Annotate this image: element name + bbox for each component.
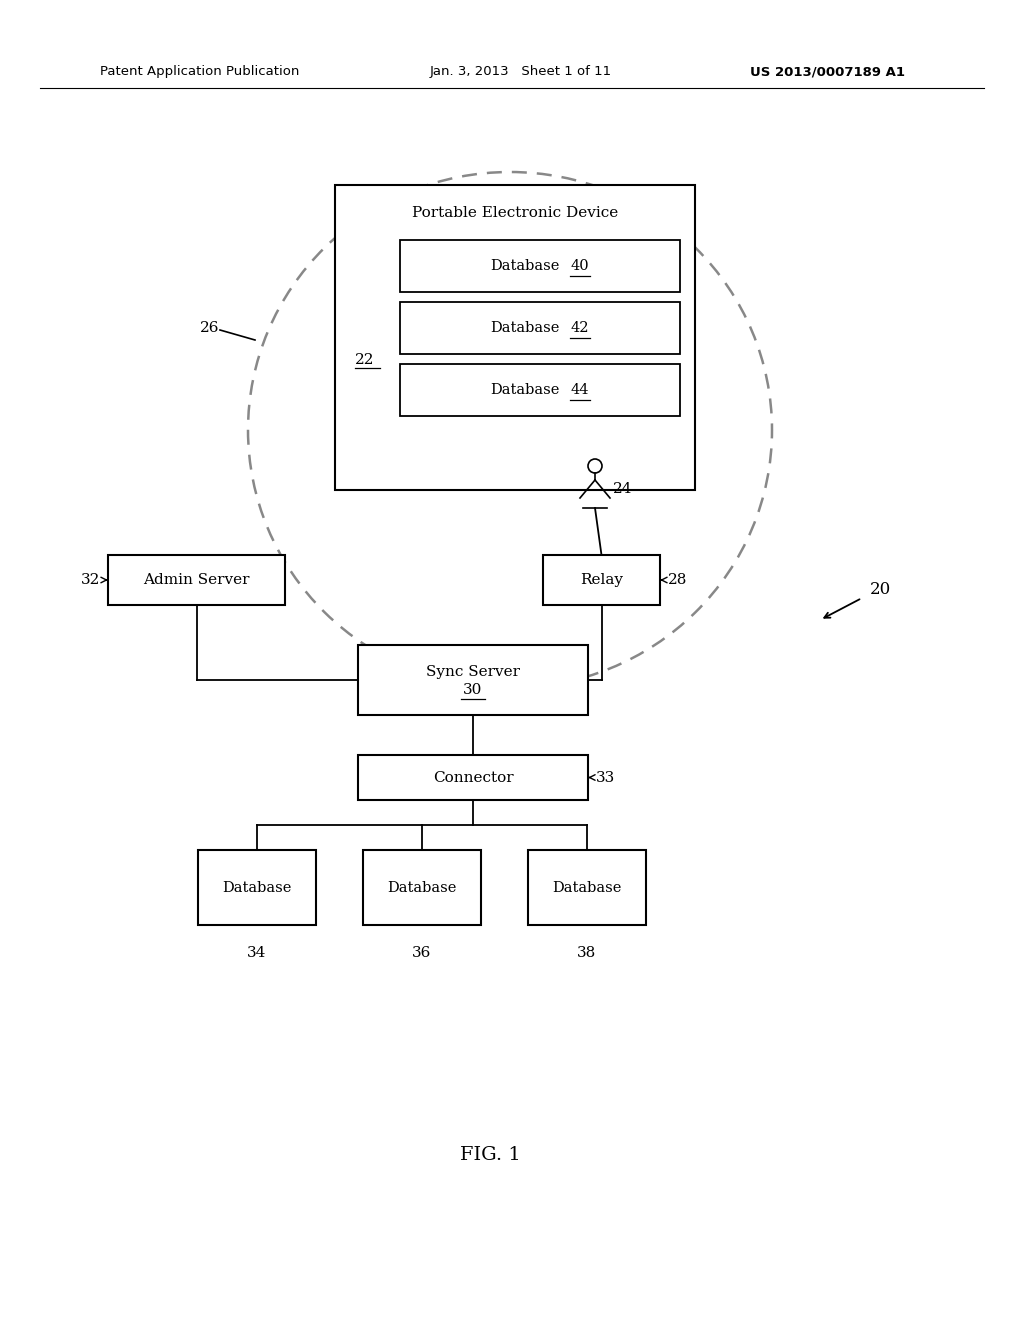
Text: 28: 28 [668,573,687,587]
Bar [543,554,660,605]
Text: Sync Server: Sync Server [426,665,520,678]
Text: Database: Database [387,880,457,895]
Bar [528,850,646,925]
Text: Connector: Connector [433,771,513,784]
Bar [358,755,588,800]
Text: 42: 42 [570,321,589,335]
Text: Database: Database [490,383,560,397]
Text: Database: Database [552,880,622,895]
Text: Patent Application Publication: Patent Application Publication [100,66,299,78]
Text: 32: 32 [81,573,100,587]
Text: Database: Database [222,880,292,895]
Bar [400,364,680,416]
Text: 22: 22 [355,352,375,367]
Bar [362,850,481,925]
Bar [108,554,285,605]
Text: US 2013/0007189 A1: US 2013/0007189 A1 [750,66,905,78]
Text: 40: 40 [570,259,590,273]
Text: 26: 26 [201,321,220,335]
Text: 36: 36 [413,946,432,960]
Text: 33: 33 [596,771,615,784]
Text: Database: Database [490,259,560,273]
Text: 38: 38 [578,946,597,960]
Text: 24: 24 [613,482,633,496]
Text: 34: 34 [248,946,266,960]
Bar [400,240,680,292]
Text: FIG. 1: FIG. 1 [460,1146,520,1164]
Bar [358,645,588,715]
Bar [198,850,316,925]
Bar [335,185,695,490]
Text: Database: Database [490,321,560,335]
Text: Relay: Relay [580,573,623,587]
Text: Jan. 3, 2013   Sheet 1 of 11: Jan. 3, 2013 Sheet 1 of 11 [430,66,612,78]
Text: Admin Server: Admin Server [143,573,250,587]
Text: Portable Electronic Device: Portable Electronic Device [412,206,618,220]
Bar [400,302,680,354]
Text: 20: 20 [870,582,891,598]
Text: 44: 44 [570,383,589,397]
Text: 30: 30 [463,682,482,697]
